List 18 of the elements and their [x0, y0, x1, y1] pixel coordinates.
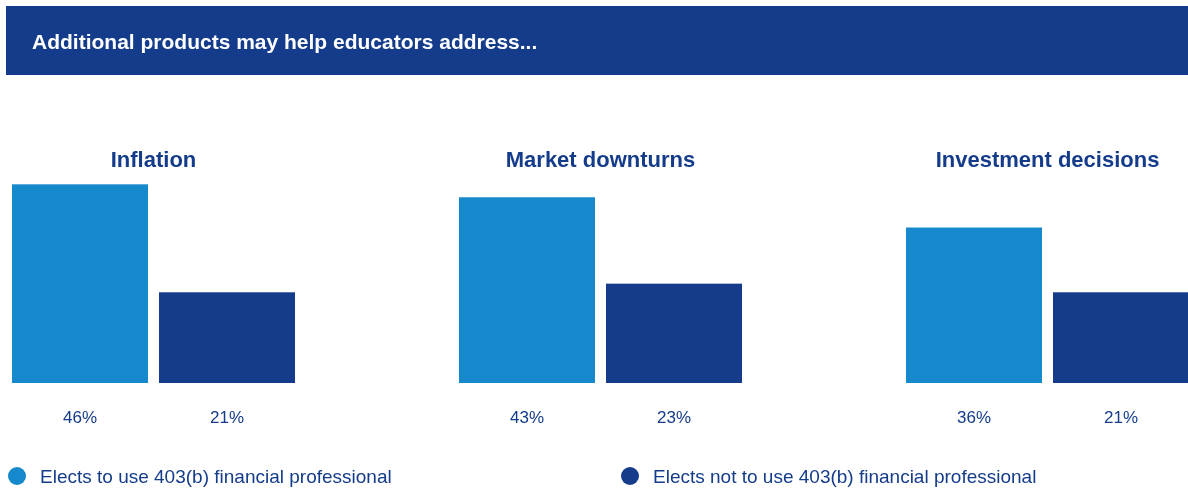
data-label: 36%	[956, 408, 992, 427]
bar	[159, 292, 295, 383]
data-label: 46%	[62, 408, 98, 427]
data-label: 21%	[209, 408, 245, 427]
data-label: 21%	[1103, 408, 1139, 427]
bar	[906, 227, 1042, 383]
x-tick-label: Market downturns	[505, 147, 696, 172]
x-tick-label: Inflation	[110, 147, 197, 172]
legend-label: Elects to use 403(b) financial professional	[40, 466, 392, 487]
bar	[459, 197, 595, 383]
legend-label: Elects not to use 403(b) financial professional	[653, 466, 1037, 487]
bar	[606, 283, 742, 383]
x-tick-label: Investment decisions	[935, 147, 1160, 172]
data-label: 23%	[656, 408, 692, 427]
bar	[1053, 292, 1188, 383]
chart-title: Additional products may help educators address...	[32, 30, 538, 53]
bar	[12, 184, 148, 383]
data-label: 43%	[509, 408, 545, 427]
